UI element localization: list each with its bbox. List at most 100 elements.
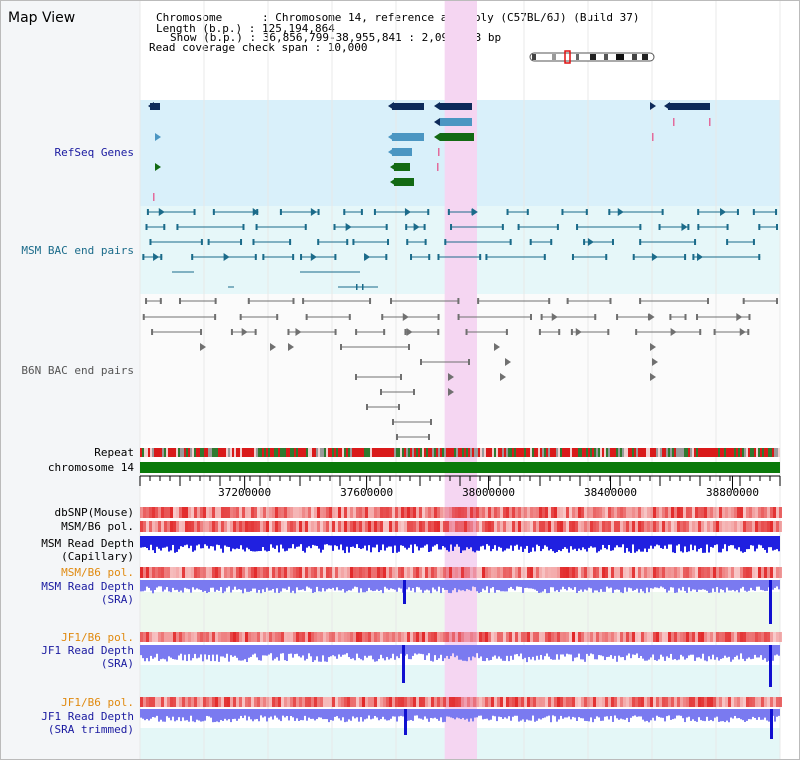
- polymorphism-cell: [569, 507, 572, 518]
- repeat-segment: [580, 448, 582, 457]
- read-depth-bar: [496, 709, 498, 722]
- read-depth-bar: [616, 709, 618, 719]
- repeat-segment: [266, 448, 268, 457]
- polymorphism-cell: [362, 521, 365, 532]
- read-depth-bar: [620, 645, 622, 658]
- polymorphism-cell: [500, 521, 503, 532]
- read-depth-bar: [636, 645, 638, 654]
- read-depth-bar: [264, 536, 266, 551]
- repeat-segment: [416, 448, 418, 457]
- repeat-segment: [428, 448, 430, 457]
- read-depth-bar: [146, 580, 148, 587]
- polymorphism-cell: [503, 521, 506, 532]
- repeat-segment: [370, 448, 372, 457]
- track-label-msm-bac[interactable]: MSM BAC end pairs: [21, 244, 134, 257]
- read-depth-spike: [402, 645, 405, 683]
- bac-end-marker: [178, 298, 181, 304]
- read-depth-bar: [376, 536, 378, 545]
- repeat-segment: [624, 448, 626, 457]
- gene-direction-arrow: [364, 253, 371, 261]
- read-depth-bar: [648, 709, 650, 723]
- polymorphism-cell: [329, 507, 332, 518]
- polymorphism-cell: [374, 521, 377, 532]
- read-depth-bar: [320, 536, 322, 553]
- track-label-msm-depth-cap-1[interactable]: MSM Read Depth: [41, 537, 134, 550]
- read-depth-bar: [422, 580, 424, 593]
- polymorphism-cell: [740, 697, 743, 707]
- read-depth-bar: [370, 580, 372, 591]
- track-label-msm-depth-sra-1[interactable]: MSM Read Depth: [41, 580, 134, 593]
- read-depth-bar: [740, 536, 742, 552]
- polymorphism-cell: [242, 697, 245, 707]
- read-depth-bar: [554, 580, 556, 592]
- ideogram-band: [552, 54, 556, 60]
- repeat-segment: [188, 448, 190, 457]
- track-label-chromosome[interactable]: chromosome 14: [47, 461, 134, 474]
- track-label-jf1-b6-pol-2[interactable]: JF1/B6 pol.: [61, 696, 134, 709]
- polymorphism-cell: [650, 507, 653, 518]
- repeat-segment: [466, 448, 468, 457]
- read-depth-bar: [510, 580, 512, 587]
- gene-direction-arrow: [494, 343, 500, 351]
- read-depth-bar: [506, 536, 508, 549]
- polymorphism-cell: [242, 507, 245, 518]
- repeat-segment: [600, 448, 602, 457]
- repeat-segment: [474, 448, 476, 457]
- polymorphism-cell: [449, 521, 452, 532]
- ideogram-band: [604, 54, 608, 60]
- polymorphism-cell: [146, 507, 149, 518]
- polymorphism-cell: [191, 521, 194, 532]
- read-depth-bar: [412, 580, 414, 589]
- track-label-b6n-bac[interactable]: B6N BAC end pairs: [21, 364, 134, 377]
- read-depth-bar: [272, 709, 274, 720]
- polymorphism-cell: [284, 632, 287, 642]
- read-depth-bar: [378, 645, 380, 659]
- polymorphism-cell: [770, 697, 773, 707]
- bac-end-marker: [477, 298, 480, 304]
- repeat-segment: [422, 448, 424, 457]
- polymorphism-cell: [284, 697, 287, 707]
- read-depth-bar: [454, 645, 456, 658]
- track-label-repeat[interactable]: Repeat: [94, 446, 134, 459]
- track-label-jf1-depth-trim-1[interactable]: JF1 Read Depth: [41, 710, 134, 723]
- polymorphism-cell: [557, 507, 560, 518]
- repeat-segment: [674, 448, 676, 457]
- polymorphism-cell: [566, 567, 569, 578]
- polymorphism-cell: [380, 697, 383, 707]
- polymorphism-cell: [317, 521, 320, 532]
- polymorphism-cell: [248, 632, 251, 642]
- polymorphism-cell: [461, 507, 464, 518]
- track-label-msm-b6-pol-1[interactable]: MSM/B6 pol.: [61, 520, 134, 533]
- read-depth-bar: [342, 536, 344, 551]
- polymorphism-cell: [452, 567, 455, 578]
- read-depth-bar: [214, 645, 216, 662]
- bac-end-marker: [396, 434, 398, 440]
- track-label-refseq[interactable]: RefSeq Genes: [54, 146, 134, 159]
- read-depth-bar: [496, 536, 498, 551]
- polymorphism-cell: [758, 632, 761, 642]
- read-depth-bar: [342, 645, 344, 655]
- polymorphism-cell: [227, 521, 230, 532]
- track-label-msm-b6-pol-2[interactable]: MSM/B6 pol.: [61, 566, 134, 579]
- track-label-jf1-b6-pol-1[interactable]: JF1/B6 pol.: [61, 631, 134, 644]
- read-depth-bar: [524, 580, 526, 588]
- read-depth-bar: [340, 536, 342, 545]
- read-depth-bar: [632, 536, 634, 545]
- polymorphism-cell: [659, 697, 662, 707]
- track-label-jf1-depth-sra-1[interactable]: JF1 Read Depth: [41, 644, 134, 657]
- gene-direction-arrow: [388, 133, 394, 141]
- polymorphism-cell: [596, 507, 599, 518]
- read-depth-bar: [144, 645, 146, 662]
- read-depth-bar: [776, 645, 778, 655]
- chromosome-ideogram[interactable]: [529, 50, 655, 64]
- read-depth-bar: [638, 580, 640, 593]
- read-depth-bar: [284, 709, 286, 718]
- track-label-dbsnp[interactable]: dbSNP(Mouse): [54, 506, 134, 519]
- polymorphism-cell: [506, 507, 509, 518]
- polymorphism-cell: [227, 567, 230, 578]
- repeat-segment: [464, 448, 466, 457]
- repeat-segment: [620, 448, 622, 457]
- read-depth-bar: [596, 536, 598, 553]
- polymorphism-cell: [281, 632, 284, 642]
